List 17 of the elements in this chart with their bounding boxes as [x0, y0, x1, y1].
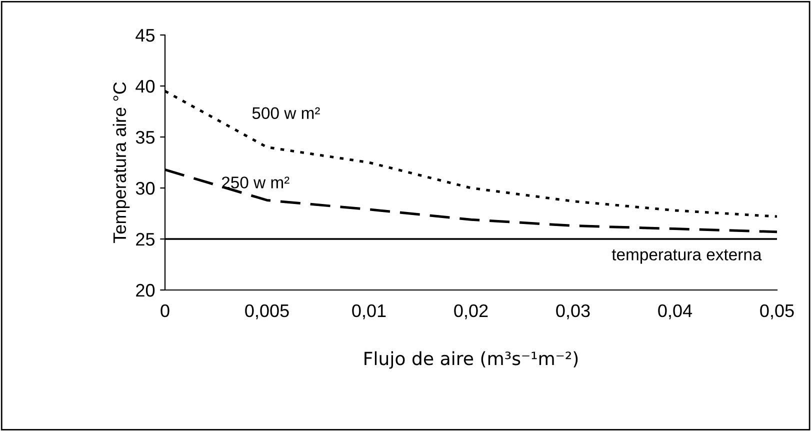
x-tick-label: 0 — [160, 304, 170, 318]
y-tick-label: 25 — [136, 232, 155, 246]
series-label: 500 w m² — [252, 107, 320, 120]
x-tick-label: 0,005 — [245, 304, 289, 320]
x-tick-label: 0,03 — [556, 304, 590, 320]
x-tick-label: 0,05 — [760, 304, 794, 320]
x-tick-label: 0,01 — [352, 304, 386, 320]
ref-line-label: temperatura externa — [612, 249, 762, 264]
y-tick-label: 20 — [136, 284, 155, 297]
y-tick-label: 35 — [136, 130, 155, 144]
x-tick-label: 0,02 — [454, 304, 488, 320]
y-tick-label: 45 — [136, 29, 155, 42]
x-tick-label: 0,04 — [658, 304, 692, 320]
y-tick-label: 40 — [136, 80, 155, 93]
y-tick-label: 30 — [136, 182, 155, 195]
y-axis-title: Temperatura aire °C — [112, 82, 130, 243]
x-axis-title: Flujo de aire (m³s⁻¹m⁻²) — [364, 351, 578, 369]
